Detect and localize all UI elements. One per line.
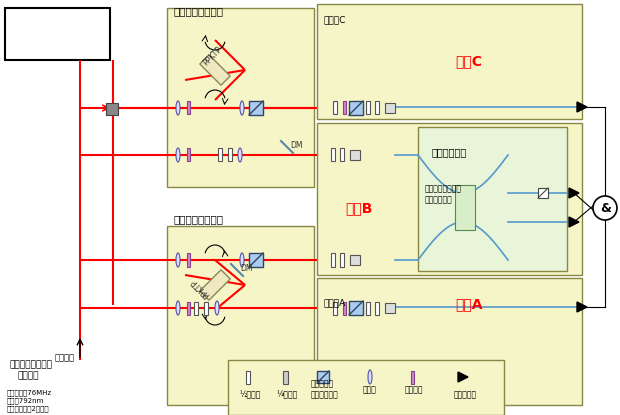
Polygon shape bbox=[577, 302, 587, 312]
Text: 光子検出器: 光子検出器 bbox=[454, 390, 477, 399]
FancyBboxPatch shape bbox=[455, 185, 475, 230]
FancyBboxPatch shape bbox=[366, 102, 370, 115]
Polygon shape bbox=[200, 270, 230, 300]
FancyBboxPatch shape bbox=[5, 8, 110, 60]
FancyBboxPatch shape bbox=[342, 302, 345, 315]
FancyBboxPatch shape bbox=[218, 149, 222, 161]
FancyBboxPatch shape bbox=[350, 150, 360, 160]
FancyBboxPatch shape bbox=[187, 302, 190, 315]
Text: 地点C: 地点C bbox=[455, 54, 482, 68]
FancyBboxPatch shape bbox=[375, 302, 379, 315]
Text: 量子もつれ光源１: 量子もつれ光源１ bbox=[173, 6, 223, 16]
Text: レンズ: レンズ bbox=[363, 385, 377, 394]
Text: 動作速度：76MHz: 動作速度：76MHz bbox=[7, 389, 52, 395]
FancyBboxPatch shape bbox=[385, 103, 395, 113]
FancyBboxPatch shape bbox=[167, 8, 314, 187]
Text: 量子もつれ光源２: 量子もつれ光源２ bbox=[173, 214, 223, 224]
FancyBboxPatch shape bbox=[106, 103, 118, 115]
FancyBboxPatch shape bbox=[187, 149, 190, 161]
FancyBboxPatch shape bbox=[331, 149, 335, 161]
Text: フィルタ: フィルタ bbox=[405, 385, 423, 394]
FancyBboxPatch shape bbox=[204, 302, 208, 315]
Text: &: & bbox=[600, 202, 611, 215]
Text: 地点B: 地点B bbox=[345, 201, 373, 215]
FancyBboxPatch shape bbox=[342, 102, 345, 115]
FancyBboxPatch shape bbox=[418, 127, 567, 271]
FancyBboxPatch shape bbox=[317, 371, 329, 383]
FancyBboxPatch shape bbox=[317, 278, 582, 405]
Polygon shape bbox=[577, 102, 587, 112]
Polygon shape bbox=[569, 188, 579, 198]
FancyBboxPatch shape bbox=[249, 253, 263, 267]
FancyBboxPatch shape bbox=[340, 254, 344, 266]
FancyBboxPatch shape bbox=[349, 101, 363, 115]
FancyBboxPatch shape bbox=[194, 302, 198, 315]
Text: ベル測定装置: ベル測定装置 bbox=[432, 147, 467, 157]
Text: パルス幅：缎2ピコ秒: パルス幅：缎2ピコ秒 bbox=[7, 405, 50, 412]
Text: PPKTP: PPKTP bbox=[201, 44, 223, 67]
Ellipse shape bbox=[176, 301, 180, 315]
Circle shape bbox=[593, 196, 617, 220]
Polygon shape bbox=[458, 372, 468, 382]
FancyBboxPatch shape bbox=[340, 149, 344, 161]
FancyBboxPatch shape bbox=[375, 102, 379, 115]
FancyBboxPatch shape bbox=[187, 254, 190, 266]
Text: 検光子C: 検光子C bbox=[323, 15, 345, 24]
FancyBboxPatch shape bbox=[246, 371, 250, 383]
Text: ¼波長板: ¼波長板 bbox=[276, 390, 297, 399]
FancyBboxPatch shape bbox=[410, 371, 414, 383]
FancyBboxPatch shape bbox=[249, 101, 263, 115]
FancyBboxPatch shape bbox=[317, 123, 582, 275]
Text: 光学遅延: 光学遅延 bbox=[55, 353, 75, 362]
Ellipse shape bbox=[238, 148, 242, 162]
Text: DM: DM bbox=[240, 264, 252, 273]
Ellipse shape bbox=[176, 253, 180, 267]
FancyBboxPatch shape bbox=[283, 371, 288, 383]
Text: 偏光ビーム
スプリッター: 偏光ビーム スプリッター bbox=[311, 380, 339, 399]
FancyBboxPatch shape bbox=[538, 188, 548, 198]
FancyBboxPatch shape bbox=[187, 102, 190, 115]
FancyBboxPatch shape bbox=[349, 301, 363, 315]
Text: レーザー: レーザー bbox=[18, 371, 40, 380]
FancyBboxPatch shape bbox=[228, 360, 504, 415]
FancyBboxPatch shape bbox=[228, 149, 232, 161]
Ellipse shape bbox=[176, 148, 180, 162]
Text: DM: DM bbox=[290, 141, 303, 150]
FancyBboxPatch shape bbox=[167, 226, 314, 405]
FancyBboxPatch shape bbox=[350, 255, 360, 265]
FancyBboxPatch shape bbox=[366, 302, 370, 315]
Text: 検光子A: 検光子A bbox=[323, 298, 345, 307]
FancyBboxPatch shape bbox=[385, 303, 395, 313]
Text: PPKTP: PPKTP bbox=[190, 276, 212, 299]
Text: ½波長板: ½波長板 bbox=[239, 390, 260, 399]
FancyBboxPatch shape bbox=[317, 4, 582, 119]
Ellipse shape bbox=[368, 370, 372, 384]
Text: チタンサファイア: チタンサファイア bbox=[10, 360, 53, 369]
Polygon shape bbox=[200, 55, 230, 85]
Ellipse shape bbox=[215, 301, 219, 315]
Ellipse shape bbox=[240, 101, 244, 115]
Ellipse shape bbox=[176, 101, 180, 115]
Polygon shape bbox=[569, 217, 579, 227]
Text: 地点A: 地点A bbox=[455, 297, 482, 311]
FancyBboxPatch shape bbox=[333, 102, 337, 115]
FancyBboxPatch shape bbox=[331, 254, 335, 266]
Ellipse shape bbox=[240, 253, 244, 267]
Text: 波長：792nm: 波長：792nm bbox=[7, 397, 45, 404]
FancyBboxPatch shape bbox=[333, 302, 337, 315]
Text: ファイバービーム
スプリッター: ファイバービーム スプリッター bbox=[425, 185, 462, 204]
